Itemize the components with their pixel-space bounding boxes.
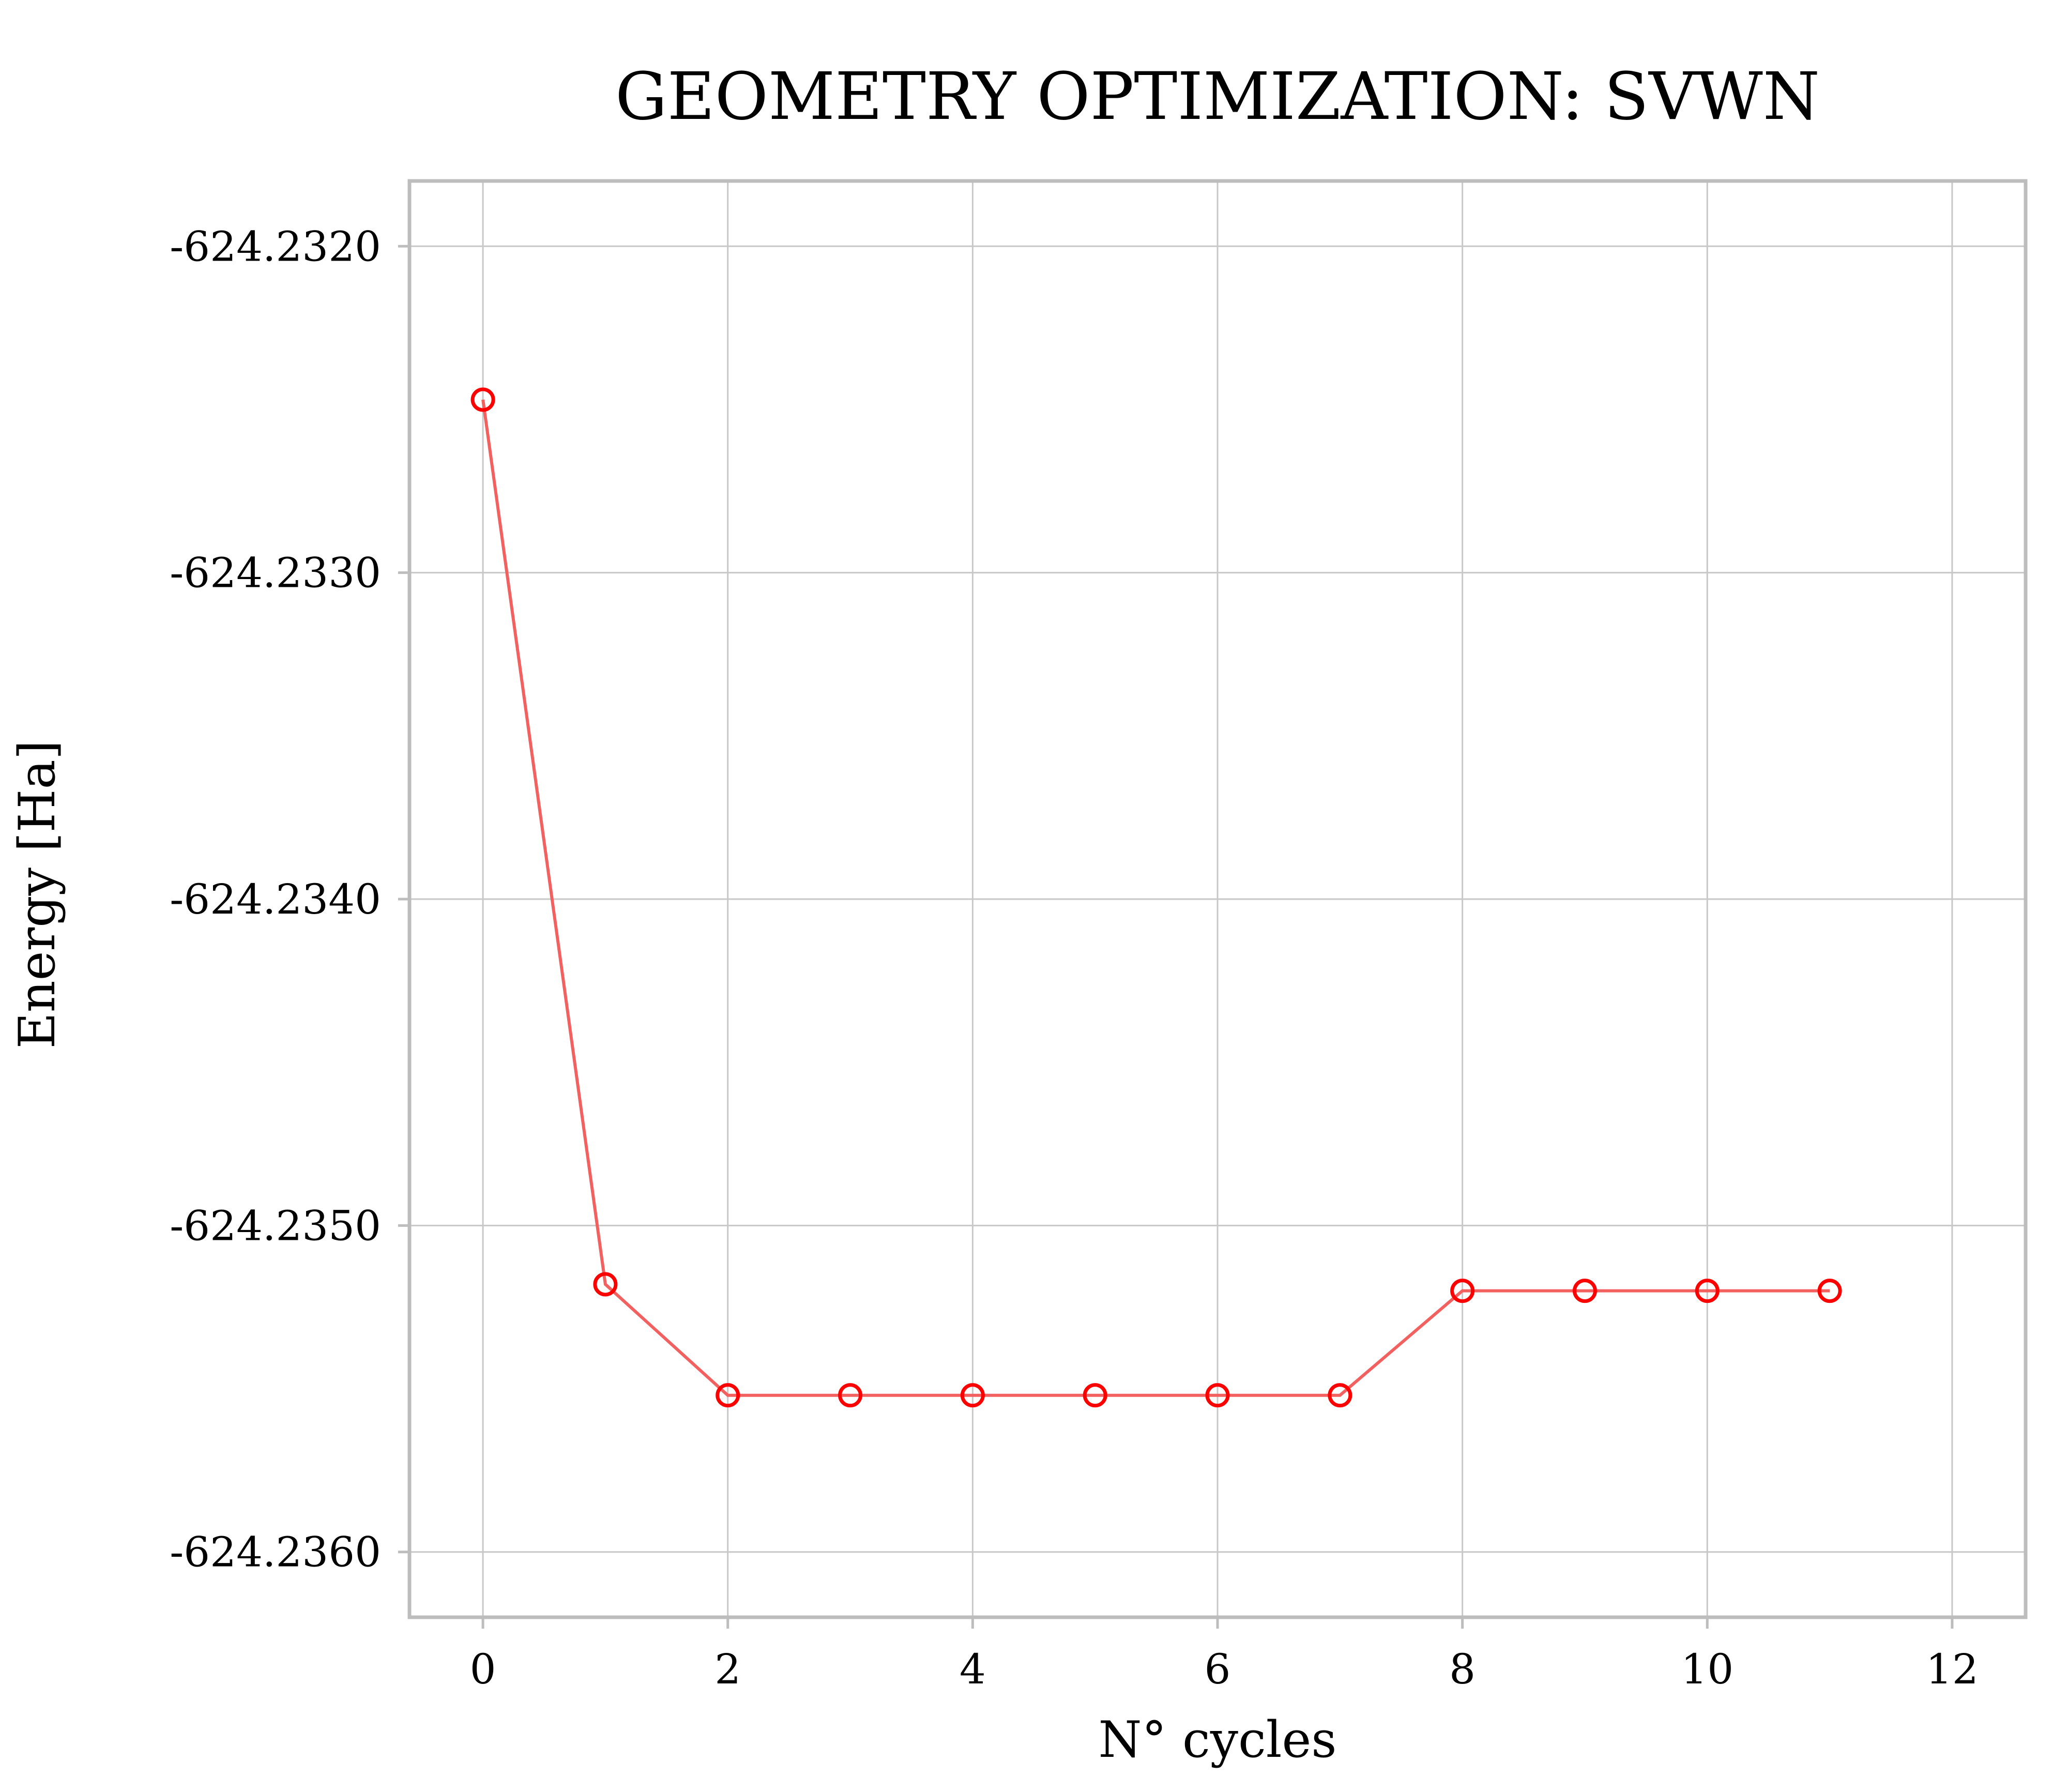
y-tick-label: -624.2360	[170, 1528, 381, 1576]
data-point	[960, 1383, 985, 1408]
x-tick-label: 8	[1449, 1645, 1476, 1693]
data-point	[716, 1383, 740, 1408]
data-point	[593, 1272, 618, 1297]
data-point	[1572, 1279, 1597, 1303]
x-tick-label: 10	[1681, 1645, 1734, 1693]
x-tick-label: 2	[714, 1645, 741, 1693]
chart-title: GEOMETRY OPTIMIZATION: SVWN	[615, 58, 1820, 134]
y-tick-label: -624.2340	[170, 875, 381, 923]
x-tick-label: 6	[1205, 1645, 1231, 1693]
series	[470, 387, 1842, 1408]
y-tick-label: -624.2320	[170, 222, 381, 270]
series-line	[481, 399, 1830, 1397]
data-point	[1205, 1383, 1230, 1408]
x-axis-label: N° cycles	[1098, 1711, 1336, 1769]
x-tick-label: 12	[1926, 1645, 1979, 1693]
y-tick-label: -624.2330	[170, 549, 381, 597]
data-point	[1328, 1383, 1352, 1408]
axis-ticks: 0 2 4 6 8 10 12 -624.2320 -624.2330 -624.2340 -624…	[170, 222, 1979, 1693]
data-point	[1083, 1383, 1107, 1408]
data-point	[838, 1383, 863, 1408]
data-point	[1695, 1279, 1720, 1303]
x-tick-label: 0	[470, 1645, 496, 1693]
data-point	[470, 387, 495, 412]
x-tick-label: 4	[960, 1645, 986, 1693]
y-axis-label: Energy [Ha]	[8, 740, 66, 1049]
data-point	[1450, 1279, 1475, 1303]
y-tick-label: -624.2350	[170, 1202, 381, 1250]
grid	[409, 181, 2026, 1617]
data-point	[1817, 1279, 1842, 1303]
